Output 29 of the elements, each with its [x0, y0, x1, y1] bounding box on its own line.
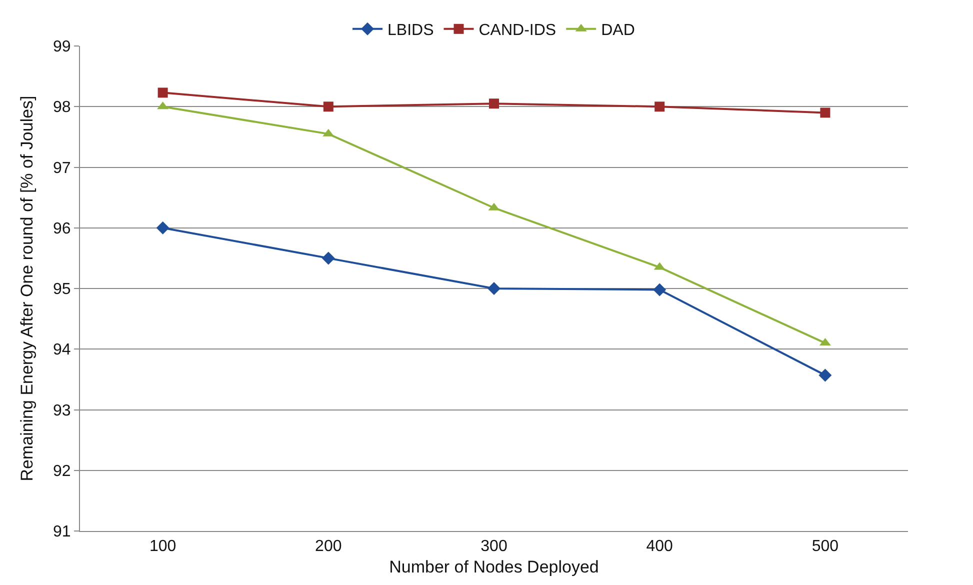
y-tick-label: 94	[53, 342, 71, 359]
x-tick-label: 400	[646, 538, 674, 556]
x-tick-label: 500	[812, 538, 839, 556]
y-tick-label: 98	[53, 99, 71, 116]
x-tick-label: 300	[480, 538, 508, 556]
point	[654, 102, 665, 112]
point	[820, 108, 830, 118]
legend-label: CAND-IDS	[478, 22, 556, 40]
x-tick-label: 100	[149, 538, 176, 556]
y-tick-label: 96	[53, 220, 71, 238]
point	[156, 221, 170, 234]
y-axis-title: Remaining Energy After One round of [% of Joules]	[18, 96, 37, 482]
point	[653, 283, 666, 296]
y-tick-label: 97	[53, 160, 71, 177]
legend-label: DAD	[601, 22, 635, 40]
y-tick-label: 93	[53, 402, 71, 420]
point	[488, 282, 500, 295]
point	[818, 368, 832, 382]
point	[158, 88, 168, 98]
y-tick-label: 91	[53, 524, 71, 541]
point	[322, 252, 335, 265]
x-axis-title: Number of Nodes Deployed	[389, 558, 599, 577]
y-tick-label: 95	[53, 281, 71, 298]
point	[489, 98, 499, 109]
y-tick-label: 92	[53, 462, 71, 480]
x-tick-label: 200	[315, 538, 342, 556]
point	[323, 102, 334, 112]
y-tick-label: 99	[53, 38, 71, 56]
legend-label: LBIDS	[388, 22, 434, 40]
